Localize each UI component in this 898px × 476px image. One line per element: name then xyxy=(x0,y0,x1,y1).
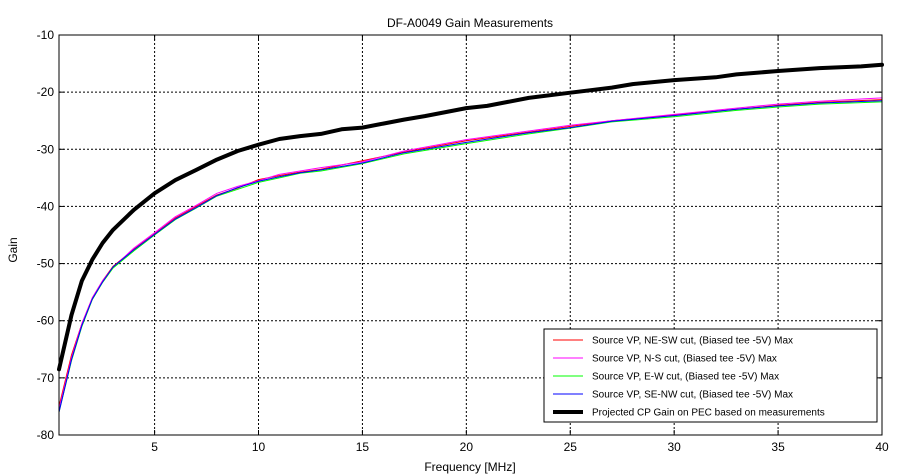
legend: Source VP, NE-SW cut, (Biased tee -5V) M… xyxy=(543,328,878,423)
y-tick-label: -60 xyxy=(37,314,55,328)
series-line-5 xyxy=(57,62,884,372)
legend-label-5: Projected CP Gain on PEC based on measur… xyxy=(592,408,825,419)
x-tick-labels: 5 10 15 20 25 30 35 40 xyxy=(151,440,889,454)
plot-frame xyxy=(58,34,883,436)
chart-title: DF-A0049 Gain Measurements xyxy=(387,16,553,30)
x-axis-label: Frequency [MHz] xyxy=(424,460,515,474)
legend-label-4: Source VP, SE-NW cut, (Biased tee -5V) M… xyxy=(592,390,793,401)
x-tick-label: 40 xyxy=(875,440,889,454)
y-tick-label: -70 xyxy=(37,371,55,385)
legend-label-3: Source VP, E-W cut, (Biased tee -5V) Max xyxy=(592,372,779,383)
x-tick-label: 25 xyxy=(564,440,578,454)
series-line-4 xyxy=(58,100,883,413)
x-tick-label: 5 xyxy=(151,440,158,454)
y-tick-label: -50 xyxy=(37,257,55,271)
ticks xyxy=(59,34,883,436)
x-tick-label: 15 xyxy=(356,440,370,454)
y-axis-label: Gain xyxy=(6,237,20,262)
legend-box xyxy=(543,328,878,423)
y-tick-label: -20 xyxy=(37,85,55,99)
y-tick-label: -80 xyxy=(37,428,55,442)
x-tick-label: 30 xyxy=(667,440,681,454)
series-group xyxy=(57,62,884,413)
y-tick-label: -30 xyxy=(37,142,55,156)
y-tick-labels: -10 -20 -30 -40 -50 -60 -70 -80 xyxy=(37,28,55,442)
x-tick-label: 20 xyxy=(460,440,474,454)
legend-label-1: Source VP, NE-SW cut, (Biased tee -5V) M… xyxy=(592,336,793,347)
x-tick-label: 10 xyxy=(252,440,266,454)
y-tick-label: -10 xyxy=(37,28,55,42)
y-tick-label: -40 xyxy=(37,199,55,213)
legend-label-2: Source VP, N-S cut, (Biased tee -5V) Max xyxy=(592,354,777,365)
x-tick-label: 35 xyxy=(771,440,785,454)
